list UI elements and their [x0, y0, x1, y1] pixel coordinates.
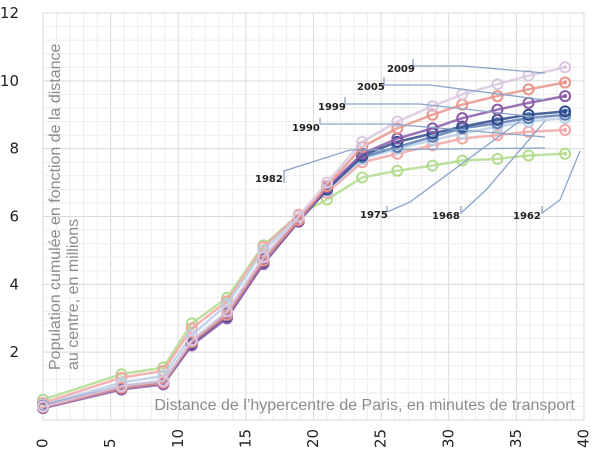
data-point-2005: [491, 90, 504, 103]
data-point-end-1962: [563, 151, 568, 156]
annotation-label-1962: 1962: [513, 211, 541, 222]
y-tick-label: 10: [0, 72, 19, 90]
y-tick-label: 12: [0, 4, 19, 22]
x-axis-title: Distance de l’hypercentre de Paris, en m…: [154, 397, 575, 414]
annotation-leader-2009: [412, 59, 546, 74]
data-point-1962: [356, 171, 369, 184]
series-line-1990: [42, 110, 566, 408]
chart-tick-labels: 2 4 6 8 10 12 0 5 10 15 20 25 30 35 40: [0, 4, 593, 448]
data-point-1975: [491, 120, 504, 133]
annotation-label-2009: 2009: [387, 64, 415, 75]
data-point-1999: [456, 112, 469, 125]
y-tick-label: 8: [9, 140, 19, 158]
data-point-2009: [391, 115, 404, 128]
data-point-2009: [522, 69, 535, 82]
data-point-1990: [559, 105, 572, 118]
chart-series: [37, 61, 572, 415]
x-tick-label: 20: [304, 429, 322, 448]
data-point-1962: [522, 149, 535, 162]
annotation-leader-1962: [541, 150, 581, 215]
annotation-label-1990: 1990: [292, 123, 320, 134]
data-point-2005: [391, 122, 404, 135]
data-point-1990: [456, 120, 469, 133]
data-point-1968: [185, 322, 198, 335]
series-line-1962: [42, 152, 566, 401]
data-point-1982: [491, 117, 504, 130]
x-tick-label: 10: [169, 429, 187, 448]
y-axis-title-line2: au centre, en millions: [65, 219, 82, 370]
data-point-2005: [522, 83, 535, 96]
data-point-2009: [185, 334, 198, 347]
data-point-1962: [115, 368, 128, 381]
annotation-leader-1968: [460, 120, 546, 215]
x-tick-label: 0: [34, 438, 52, 448]
series-line-1975: [42, 116, 566, 406]
data-point-1990: [522, 108, 535, 121]
y-axis-title-line1: Population cumulée en fonction de la dis…: [47, 43, 64, 370]
data-point-end-1990: [563, 109, 568, 114]
data-point-1982: [522, 112, 535, 125]
data-point-1962: [559, 147, 572, 160]
annotation-label-2005: 2005: [357, 82, 385, 93]
data-point-2009: [115, 380, 128, 393]
data-point-2009: [157, 374, 170, 387]
annotation-label-1982: 1982: [255, 174, 283, 185]
data-point-1962: [426, 159, 439, 172]
data-point-1982: [426, 130, 439, 143]
data-point-2009: [292, 210, 305, 223]
data-point-1999: [491, 103, 504, 116]
annotation-label-1999: 1999: [318, 102, 346, 113]
data-point-1962: [391, 164, 404, 177]
data-point-1975: [426, 134, 439, 147]
data-point-1968: [491, 129, 504, 142]
data-point-2005: [559, 76, 572, 89]
data-point-2009: [356, 135, 369, 148]
data-point-2009: [37, 400, 49, 413]
x-tick-label: 15: [236, 429, 254, 448]
data-point-end-1968: [563, 128, 568, 133]
data-point-2009: [220, 305, 233, 318]
annotation-leader-1982: [283, 147, 546, 183]
data-point-2005: [426, 108, 439, 121]
series-2009: [37, 61, 572, 413]
annotation-leader-1990: [319, 118, 546, 138]
series-1999: [37, 90, 572, 415]
annotation-label-1968: 1968: [432, 211, 460, 222]
series-line-1999: [42, 94, 566, 410]
x-tick-label: 30: [439, 429, 457, 448]
y-tick-label: 4: [9, 275, 19, 293]
data-point-2009: [559, 61, 572, 74]
data-point-2009: [321, 176, 334, 189]
x-tick-label: 40: [575, 429, 593, 448]
annotation-label-1975: 1975: [360, 210, 388, 221]
data-point-1962: [491, 152, 504, 165]
series-line-1968: [42, 128, 566, 405]
annotation-leader-2005: [383, 77, 546, 101]
data-point-2009: [257, 251, 270, 264]
data-point-1999: [559, 90, 572, 103]
data-point-end-2009: [563, 65, 568, 70]
x-tick-label: 25: [372, 429, 390, 448]
annotation-leader-1975: [386, 120, 521, 213]
data-point-1968: [559, 124, 572, 137]
data-point-2009: [491, 78, 504, 91]
x-tick-label: 35: [507, 429, 525, 448]
chart-grid: [42, 12, 585, 421]
series-line-2009: [42, 66, 566, 408]
series-1962: [37, 147, 572, 406]
y-tick-label: 6: [9, 208, 19, 226]
data-point-end-1999: [563, 94, 568, 99]
annotation-leader-1999: [344, 97, 546, 119]
y-tick-label: 2: [9, 343, 19, 361]
x-tick-label: 5: [101, 438, 119, 448]
data-point-end-2005: [563, 80, 568, 85]
